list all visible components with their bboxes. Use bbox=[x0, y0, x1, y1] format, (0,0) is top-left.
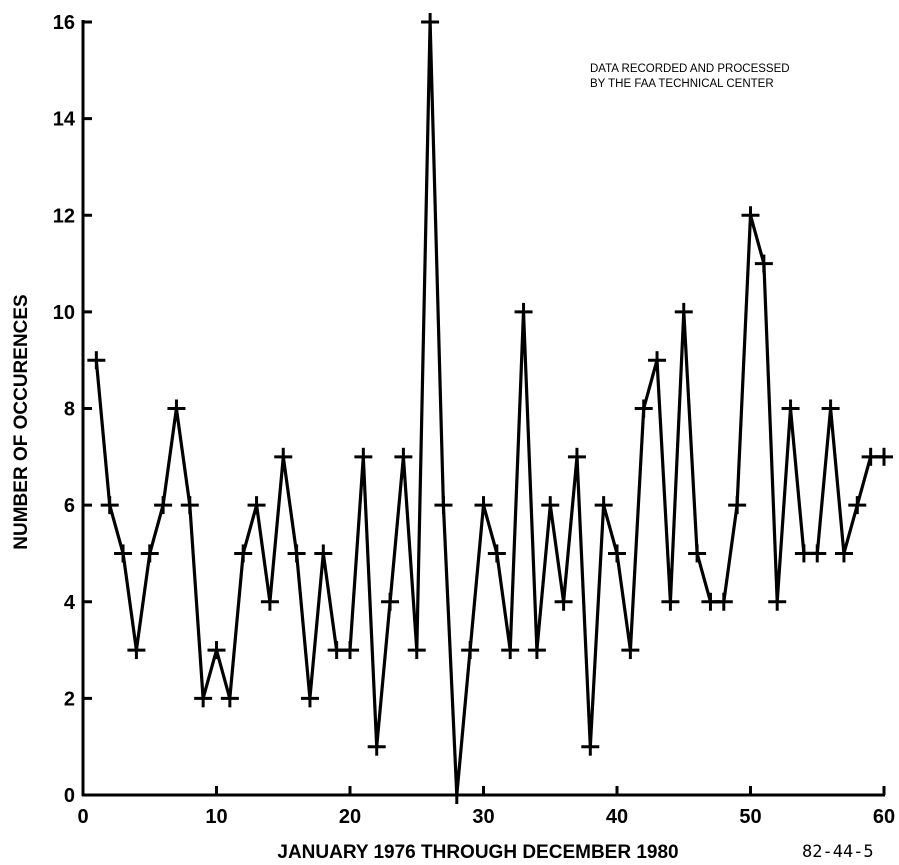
data-point-marker bbox=[234, 544, 253, 563]
data-point-marker bbox=[581, 737, 600, 756]
data-point-marker bbox=[367, 737, 386, 756]
data-point-marker bbox=[447, 786, 466, 804]
data-point-marker bbox=[741, 206, 760, 225]
data-point-marker bbox=[501, 641, 520, 660]
data-point-marker bbox=[180, 496, 199, 515]
data-point-marker bbox=[875, 447, 893, 466]
data-point-marker bbox=[834, 544, 853, 563]
data-point-marker bbox=[474, 496, 493, 515]
y-tick-label: 4 bbox=[64, 592, 76, 614]
data-point-marker bbox=[300, 689, 319, 708]
data-point-marker bbox=[100, 496, 119, 515]
x-tick-label: 30 bbox=[472, 806, 494, 828]
x-tick-label: 60 bbox=[873, 806, 895, 828]
data-point-marker bbox=[608, 544, 626, 563]
data-point-marker bbox=[220, 689, 239, 708]
data-point-marker bbox=[87, 351, 106, 370]
data-point-marker bbox=[634, 399, 653, 418]
series-line bbox=[94, 21, 884, 796]
figure-id: 82-44-5 bbox=[802, 842, 874, 862]
y-tick-label: 8 bbox=[64, 399, 75, 421]
y-tick-label: 2 bbox=[64, 688, 75, 710]
x-tick-label: 50 bbox=[739, 806, 761, 828]
data-point-marker bbox=[247, 496, 266, 515]
data-point-marker bbox=[808, 544, 827, 563]
data-point-marker bbox=[140, 544, 159, 563]
y-ticks: 0 2 4 6 8 10 12 14 16 bbox=[53, 12, 92, 807]
y-axis-title: NUMBER OF OCCURENCES bbox=[11, 294, 32, 549]
data-point-marker bbox=[354, 447, 373, 466]
annotation-line-1: DATA RECORDED AND PROCESSED bbox=[590, 63, 790, 75]
y-tick-label: 16 bbox=[53, 12, 75, 34]
data-point-marker bbox=[688, 544, 707, 563]
data-point-marker bbox=[594, 496, 613, 515]
y-tick-label: 10 bbox=[53, 302, 75, 324]
data-point-marker bbox=[207, 641, 226, 660]
data-point-marker bbox=[768, 592, 787, 611]
data-point-marker bbox=[541, 496, 560, 515]
x-axis-title: JANUARY 1976 THROUGH DECEMBER 1980 bbox=[277, 842, 678, 863]
annotation-line-2: BY THE FAA TECHNICAL CENTER bbox=[590, 78, 774, 90]
data-point-marker bbox=[381, 592, 400, 611]
data-point-marker bbox=[127, 641, 146, 660]
data-markers bbox=[87, 13, 893, 804]
y-tick-label: 6 bbox=[64, 495, 75, 517]
y-tick-label: 12 bbox=[53, 205, 75, 227]
data-point-marker bbox=[554, 592, 573, 611]
data-point-marker bbox=[487, 544, 506, 563]
data-point-marker bbox=[754, 254, 773, 273]
data-point-marker bbox=[114, 544, 133, 563]
data-point-marker bbox=[714, 592, 733, 611]
data-point-marker bbox=[728, 496, 747, 515]
data-point-marker bbox=[461, 641, 480, 660]
data-point-marker bbox=[661, 592, 680, 611]
data-point-marker bbox=[621, 641, 640, 660]
data-point-marker bbox=[260, 592, 279, 611]
data-point-marker bbox=[154, 496, 173, 515]
y-tick-label: 14 bbox=[53, 109, 76, 131]
data-point-marker bbox=[421, 13, 440, 31]
data-point-marker bbox=[514, 302, 533, 321]
data-point-marker bbox=[781, 399, 800, 418]
data-point-marker bbox=[674, 302, 693, 321]
x-tick-label: 20 bbox=[339, 806, 361, 828]
data-point-marker bbox=[821, 399, 840, 418]
x-ticks: 0 10 20 30 40 50 60 bbox=[77, 786, 895, 828]
data-point-marker bbox=[274, 447, 293, 466]
data-point-marker bbox=[394, 447, 413, 466]
data-point-marker bbox=[848, 496, 867, 515]
x-tick-label: 40 bbox=[606, 806, 628, 828]
data-point-marker bbox=[434, 496, 453, 515]
data-point-marker bbox=[314, 544, 333, 563]
data-point-marker bbox=[648, 351, 667, 370]
data-point-marker bbox=[194, 689, 213, 708]
data-point-marker bbox=[407, 641, 426, 660]
x-tick-label: 10 bbox=[205, 806, 227, 828]
data-point-marker bbox=[567, 447, 586, 466]
data-point-marker bbox=[167, 399, 186, 418]
data-point-marker bbox=[341, 641, 359, 660]
data-point-marker bbox=[287, 544, 306, 563]
data-point-marker bbox=[527, 641, 546, 660]
x-tick-label: 0 bbox=[77, 806, 88, 828]
y-tick-label: 0 bbox=[64, 785, 75, 807]
